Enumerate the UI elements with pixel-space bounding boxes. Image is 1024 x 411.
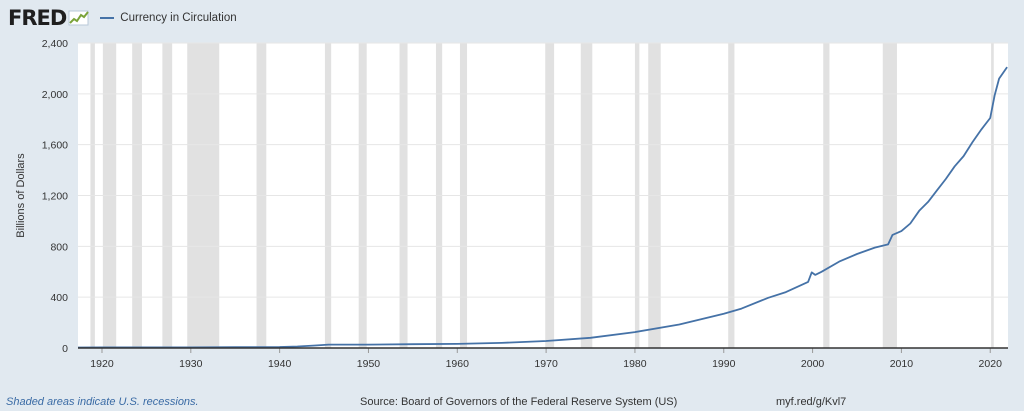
line-chart[interactable]: 0 400 800 1,200 1,600 2,000 2,400 1920 1930 1940… xyxy=(0,30,1024,392)
y-tick-label: 1,600 xyxy=(42,140,68,152)
recession-note: Shaded areas indicate U.S. recessions. xyxy=(6,396,199,408)
y-tick-label: 2,000 xyxy=(42,89,68,101)
fred-logo-text: FRED xyxy=(8,6,67,30)
y-axis: 0 400 800 1,200 1,600 2,000 2,400 xyxy=(42,38,68,355)
x-tick-label: 1950 xyxy=(357,358,381,370)
x-tick-label: 2020 xyxy=(979,358,1003,370)
y-tick-label: 2,400 xyxy=(42,38,68,50)
x-tick-label: 1930 xyxy=(179,358,203,370)
trend-chart-icon xyxy=(68,10,90,26)
x-tick-label: 1990 xyxy=(712,358,736,370)
x-tick-label: 1940 xyxy=(268,358,292,370)
chart-header: FRED Currency in Circulation xyxy=(8,4,237,32)
fred-logo[interactable]: FRED xyxy=(8,6,90,30)
x-tick-label: 2010 xyxy=(890,358,914,370)
chart-footer: Shaded areas indicate U.S. recessions. S… xyxy=(0,394,1024,411)
x-tick-label: 1920 xyxy=(90,358,114,370)
y-tick-label: 1,200 xyxy=(42,191,68,203)
legend-label: Currency in Circulation xyxy=(120,12,237,24)
short-link[interactable]: myf.red/g/Kvl7 xyxy=(776,396,847,408)
chart-legend[interactable]: Currency in Circulation xyxy=(100,12,237,24)
source-text: Source: Board of Governors of the Federa… xyxy=(360,396,678,408)
x-tick-label: 1960 xyxy=(446,358,470,370)
grid-lines xyxy=(78,42,1008,298)
y-axis-label: Billions of Dollars xyxy=(15,153,27,238)
legend-swatch xyxy=(100,17,115,19)
y-tick-label: 400 xyxy=(50,292,68,304)
x-tick-label: 1980 xyxy=(623,358,647,370)
series-line[interactable] xyxy=(77,66,1008,349)
x-axis: 1920 1930 1940 1950 1960 1970 1980 1990 2000 2010… xyxy=(90,348,1002,370)
y-tick-label: 800 xyxy=(50,241,68,253)
y-tick-label: 0 xyxy=(62,343,68,355)
x-tick-label: 2000 xyxy=(801,358,825,370)
x-tick-label: 1970 xyxy=(534,358,558,370)
